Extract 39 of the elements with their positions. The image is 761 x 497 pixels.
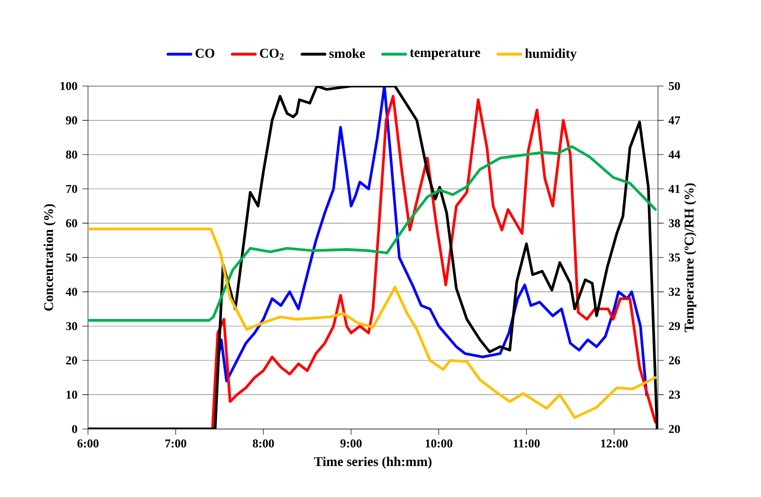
y2-axis-title: Temperature (ºC)/RH (%) [684, 183, 696, 332]
legend-label: smoke [329, 48, 365, 58]
y2-tick-label: 29 [668, 322, 680, 330]
y-tick-label: 60 [66, 219, 78, 228]
x-tick-label: 10:00 [426, 439, 452, 448]
y-tick-label: 70 [66, 184, 78, 193]
y2-tick-label: 20 [668, 424, 680, 434]
line-series [88, 145, 657, 322]
legend-label: temperature [410, 49, 480, 60]
legend-label: CO$_{2}$ [260, 48, 284, 60]
y2-tick-label: 35 [668, 253, 680, 262]
y-tick-label: 10 [66, 390, 78, 399]
y2-tick-label: 47 [668, 116, 680, 124]
y-tick-label: 30 [66, 322, 78, 330]
y-tick-label: 90 [66, 116, 78, 124]
y2-tick-label: 32 [668, 288, 680, 296]
legend-label: humidity [525, 48, 577, 61]
x-tick-label: 8:00 [252, 439, 274, 448]
y2-tick-label: 41 [668, 184, 680, 193]
y2-tick-label: 23 [668, 390, 680, 399]
y-tick-label: 20 [66, 356, 78, 364]
y-tick-label: 50 [66, 253, 78, 262]
x-tick-label: 11:00 [514, 439, 540, 448]
x-tick-label: 7:00 [165, 439, 186, 448]
y2-tick-label: 44 [668, 150, 680, 159]
x-tick-label: 9:00 [340, 439, 362, 448]
x-tick-label: 12:00 [601, 439, 628, 448]
y2-tick-label: 26 [668, 356, 680, 364]
y-tick-label: 80 [66, 150, 78, 159]
y2-tick-label: 38 [668, 219, 680, 228]
x-tick-label: 6:00 [77, 439, 99, 448]
y-tick-label: 0 [72, 424, 78, 434]
line-series [88, 228, 657, 419]
y-tick-label: 40 [66, 288, 78, 296]
y2-tick-label: 50 [668, 82, 680, 90]
y-tick-label: 100 [60, 82, 78, 90]
legend-label: CO [196, 48, 214, 58]
y-axis-title: Concentration (%) [44, 204, 56, 311]
x-axis-title: Time series (hh:mm) [314, 456, 432, 469]
